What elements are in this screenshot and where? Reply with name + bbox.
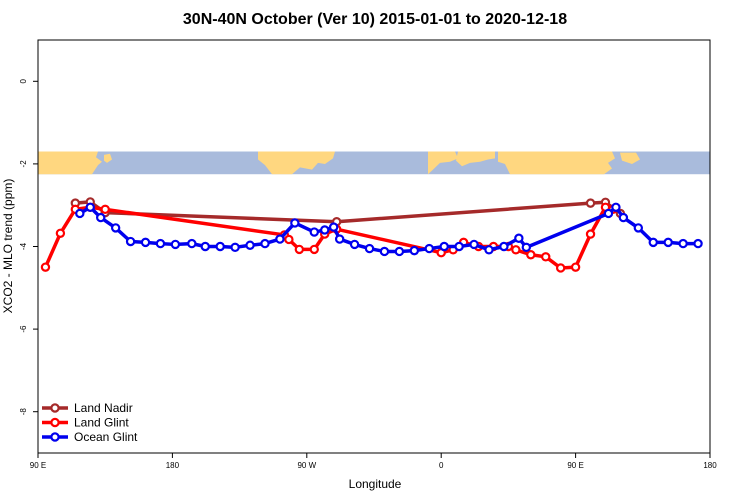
x-tick-label: 90 E (30, 461, 46, 470)
data-point (521, 242, 532, 253)
y-axis-label: XCO2 - MLO trend (ppm) (1, 179, 15, 314)
legend-marker (50, 417, 60, 428)
y-tick-label: -4 (19, 242, 28, 250)
x-tick-label: 180 (166, 461, 180, 470)
series-land-nadir (70, 197, 626, 227)
data-point (85, 202, 95, 212)
x-axis: 90 E 180 90 W 0 90 E 180 (30, 453, 717, 470)
data-point (603, 208, 614, 219)
data-point (75, 208, 85, 219)
x-tick-label: 90 W (297, 461, 316, 470)
data-point (170, 239, 181, 250)
data-point (294, 244, 305, 255)
data-point (633, 223, 644, 233)
map-strip (38, 151, 710, 175)
data-point (140, 237, 151, 248)
data-point (693, 238, 703, 249)
data-point (215, 241, 225, 252)
data-point (663, 237, 673, 248)
x-tick-label: 0 (439, 461, 444, 470)
data-point (55, 228, 66, 238)
series-ocean-glint (75, 202, 703, 257)
data-point (424, 243, 434, 254)
legend-label: Land Nadir (74, 401, 133, 415)
legend-label: Land Glint (74, 416, 129, 430)
data-point (570, 262, 581, 272)
y-tick-label: 0 (19, 79, 28, 84)
land-mass (500, 156, 508, 160)
data-point (328, 222, 339, 232)
legend-marker (50, 432, 60, 442)
land-mass (428, 151, 458, 175)
data-point (100, 204, 110, 215)
x-axis-label: Longitude (349, 477, 402, 491)
legend-marker (50, 403, 60, 413)
data-point (309, 244, 319, 255)
series-layer (40, 197, 703, 273)
data-point (678, 238, 688, 249)
x-tick-label: 90 E (567, 461, 583, 470)
land-masses (38, 151, 640, 175)
data-point (110, 223, 121, 233)
data-point (585, 198, 596, 208)
plot-frame (37, 39, 711, 454)
data-point (40, 262, 51, 272)
data-point (230, 242, 240, 253)
data-point (275, 234, 285, 244)
chart-title: 30N-40N October (Ver 10) 2015-01-01 to 2… (183, 11, 567, 28)
data-point (290, 218, 300, 228)
data-point (648, 237, 658, 248)
data-point (611, 202, 621, 212)
y-tick-label: -2 (19, 160, 28, 168)
data-point (125, 236, 136, 247)
land-mass (38, 151, 102, 175)
data-point (514, 233, 524, 243)
y-tick-label: -6 (19, 325, 28, 333)
data-point (245, 240, 255, 250)
data-point (349, 239, 360, 250)
land-mass (104, 153, 112, 163)
x-tick-label: 180 (703, 461, 717, 470)
data-point (334, 234, 345, 244)
y-tick-label: -8 (19, 408, 28, 416)
data-point (541, 252, 551, 262)
data-point (526, 250, 536, 260)
data-point (200, 241, 210, 252)
data-point (394, 246, 405, 257)
data-point (618, 212, 629, 223)
land-mass (620, 152, 640, 165)
land-mass (456, 151, 495, 167)
data-point (469, 239, 479, 250)
data-point (96, 212, 106, 223)
data-point (484, 245, 494, 255)
data-point (260, 238, 270, 249)
land-mass (498, 151, 615, 175)
data-point (284, 234, 294, 245)
y-axis: 0 -2 -4 -6 -8 (19, 79, 38, 416)
data-point (409, 245, 420, 256)
data-point (499, 241, 509, 252)
data-point (309, 227, 319, 237)
data-point (379, 246, 390, 257)
data-point (454, 241, 464, 252)
land-mass (516, 151, 522, 155)
data-point (511, 245, 521, 255)
data-point (555, 263, 566, 273)
data-point (155, 238, 166, 249)
data-point (439, 241, 449, 252)
series-line (75, 200, 622, 224)
data-point (585, 229, 596, 239)
land-mass (258, 151, 335, 175)
data-point (187, 238, 197, 249)
data-point (320, 225, 330, 235)
legend-label: Ocean Glint (74, 430, 138, 444)
data-point (364, 243, 375, 254)
